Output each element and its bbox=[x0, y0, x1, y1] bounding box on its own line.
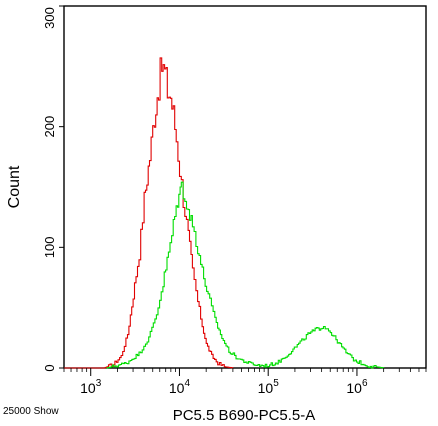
y-tick-label: 100 bbox=[42, 236, 57, 258]
x-tick-exponent: 4 bbox=[184, 378, 190, 389]
x-tick-label: 103 bbox=[80, 378, 102, 396]
x-tick-label: 104 bbox=[169, 378, 191, 396]
y-axis-label: Count bbox=[6, 165, 23, 208]
x-axis-label: PC5.5 B690-PC5.5-A bbox=[173, 407, 316, 424]
y-tick-label: 200 bbox=[42, 116, 57, 138]
series-layer bbox=[64, 57, 385, 369]
x-tick-exponent: 3 bbox=[96, 378, 102, 389]
x-tick-exponent: 5 bbox=[273, 378, 279, 389]
footer-note: 25000 Show bbox=[3, 406, 59, 417]
series-line-2 bbox=[106, 181, 385, 369]
y-tick-label: 300 bbox=[42, 7, 57, 29]
x-tick-label: 106 bbox=[346, 378, 368, 396]
series-line-1 bbox=[64, 57, 234, 369]
y-tick-label: 0 bbox=[42, 364, 57, 371]
x-tick-label: 105 bbox=[258, 378, 280, 396]
x-tick-exponent: 6 bbox=[362, 378, 368, 389]
plot-frame bbox=[63, 5, 427, 369]
